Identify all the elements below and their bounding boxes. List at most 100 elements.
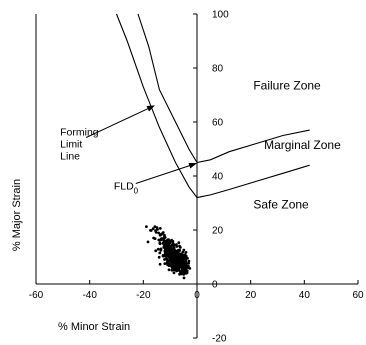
strain-point	[185, 269, 189, 273]
strain-point	[171, 264, 175, 267]
strain-point	[182, 269, 186, 273]
strain-point	[154, 230, 158, 234]
annotation-arrow	[135, 162, 197, 184]
strain-point	[169, 264, 173, 267]
strain-point	[166, 238, 170, 242]
strain-point	[159, 247, 163, 251]
strain-point	[169, 247, 173, 251]
strain-point	[181, 261, 185, 265]
strain-point	[146, 240, 150, 244]
strain-point	[158, 227, 162, 230]
strain-point	[167, 251, 170, 255]
strain-point	[177, 241, 181, 245]
strain-point	[184, 257, 188, 261]
strain-point	[170, 243, 174, 247]
limit-curve-1	[115, 13, 310, 199]
strain-point	[184, 259, 188, 263]
strain-point	[167, 268, 171, 272]
strain-point	[187, 259, 191, 263]
x-tick-label: 0	[194, 290, 200, 301]
strain-point	[163, 258, 166, 261]
strain-point	[151, 227, 155, 231]
strain-point	[182, 257, 186, 261]
strain-point	[153, 225, 157, 229]
limit-curve-2	[137, 13, 310, 164]
strain-point	[168, 241, 172, 245]
strain-point	[158, 251, 162, 255]
strain-point	[176, 262, 180, 266]
annotation-line: Forming	[60, 127, 99, 139]
axis-ticks: -60 -40 -20 0 20 40 60 -20 0 20 40 60 80 100	[29, 10, 364, 345]
strain-point	[158, 262, 162, 266]
zone-labels: Failure Zone Marginal Zone Safe Zone	[253, 79, 341, 212]
strain-point	[182, 276, 186, 280]
x-tick-label: 60	[352, 290, 364, 301]
strain-point	[157, 238, 161, 242]
strain-point	[180, 252, 183, 256]
strain-point	[171, 239, 175, 243]
strain-point	[154, 249, 158, 253]
series-group	[115, 13, 310, 280]
strain-point	[155, 226, 159, 230]
strain-point	[187, 261, 191, 265]
strain-point	[184, 251, 188, 254]
strain-point	[172, 271, 176, 275]
strain-point	[149, 229, 152, 232]
strain-point	[168, 258, 172, 261]
annotation-subscript: 0	[134, 187, 139, 196]
zone-label: Marginal Zone	[264, 138, 341, 152]
strain-point	[161, 241, 165, 245]
strain-point	[174, 255, 178, 258]
strain-point	[179, 246, 182, 249]
strain-point	[162, 236, 166, 240]
strain-point	[157, 255, 161, 259]
strain-point	[185, 262, 188, 265]
strain-point	[164, 254, 167, 257]
y-tick-label: 100	[212, 10, 229, 21]
strain-point	[163, 251, 167, 254]
strain-point	[171, 252, 175, 256]
strain-point	[171, 257, 174, 261]
strain-point	[161, 254, 165, 258]
x-tick-label: 20	[245, 290, 257, 301]
strain-point	[175, 260, 178, 264]
x-tick-label: 40	[299, 290, 311, 301]
strain-point	[165, 258, 169, 261]
y-tick-label: 40	[212, 172, 224, 183]
strain-point	[169, 260, 173, 264]
annotation-arrow	[85, 105, 155, 138]
strain-point	[153, 237, 157, 241]
annotation-main: FLD	[114, 181, 134, 193]
strain-point	[166, 261, 169, 265]
x-tick-label: -60	[29, 290, 44, 301]
annotation-label: FLD0	[114, 181, 139, 196]
y-tick-label: -20	[212, 334, 227, 345]
strain-point	[172, 266, 176, 270]
strain-point	[177, 254, 181, 258]
strain-point	[164, 242, 168, 246]
strain-point	[176, 257, 179, 261]
strain-point	[163, 262, 167, 265]
y-axis-title: % Major Strain	[11, 179, 23, 251]
strain-point	[158, 241, 162, 245]
zone-label: Failure Zone	[253, 79, 321, 93]
strain-point	[156, 247, 160, 251]
strain-point	[162, 245, 166, 249]
annotation-line: Line	[60, 151, 80, 163]
strain-points	[145, 225, 192, 280]
y-tick-label: 60	[212, 118, 224, 129]
strain-point	[175, 267, 179, 271]
strain-point	[162, 239, 166, 243]
x-tick-label: -40	[82, 290, 97, 301]
strain-point	[166, 244, 170, 247]
x-axis-title: % Minor Strain	[58, 321, 130, 333]
annotation-line: Limit	[60, 139, 82, 151]
strain-point	[159, 238, 163, 242]
strain-point	[145, 225, 148, 229]
strain-point	[166, 246, 170, 250]
strain-point	[174, 251, 178, 255]
strain-point	[179, 264, 183, 267]
strain-point	[157, 231, 161, 235]
